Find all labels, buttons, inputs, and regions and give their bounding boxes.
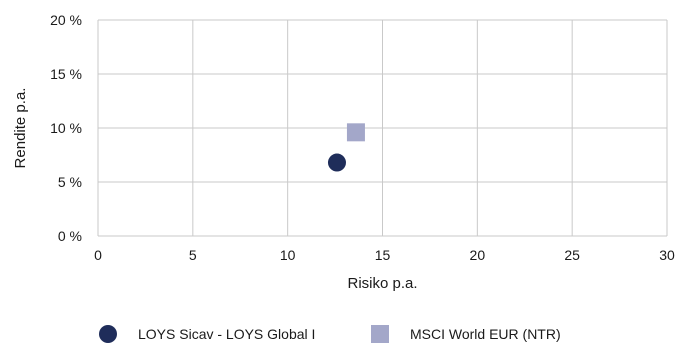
y-tick-label: 0 % (58, 228, 82, 244)
legend-marker-circle (99, 325, 117, 343)
x-tick-label: 0 (94, 247, 102, 263)
x-tick-label: 30 (659, 247, 675, 263)
x-tick-label: 20 (470, 247, 486, 263)
legend-label: LOYS Sicav - LOYS Global I (138, 326, 315, 342)
legend: LOYS Sicav - LOYS Global I MSCI World EUR… (99, 325, 561, 343)
data-points (327, 123, 365, 172)
y-tick-label: 15 % (50, 66, 82, 82)
x-tick-label: 5 (189, 247, 197, 263)
data-point-series-0 (327, 153, 346, 172)
legend-marker-square (371, 325, 389, 343)
x-tick-label: 10 (280, 247, 296, 263)
y-tick-label: 10 % (50, 120, 82, 136)
axis-labels: Risiko p.a. Rendite p.a. (12, 88, 418, 292)
y-tick-label: 20 % (50, 12, 82, 28)
y-tick-label: 5 % (58, 174, 82, 190)
x-tick-label: 15 (375, 247, 391, 263)
data-point-series-1 (346, 123, 365, 142)
legend-label: MSCI World EUR (NTR) (410, 326, 561, 342)
grid (97, 19, 668, 237)
x-tick-label: 25 (564, 247, 580, 263)
axes: 0 5 10 15 20 25 30 0 % 5 % 10 % 15 % 20 % (50, 12, 675, 263)
x-axis-title: Risiko p.a. (347, 275, 417, 292)
y-axis-title: Rendite p.a. (12, 88, 29, 169)
